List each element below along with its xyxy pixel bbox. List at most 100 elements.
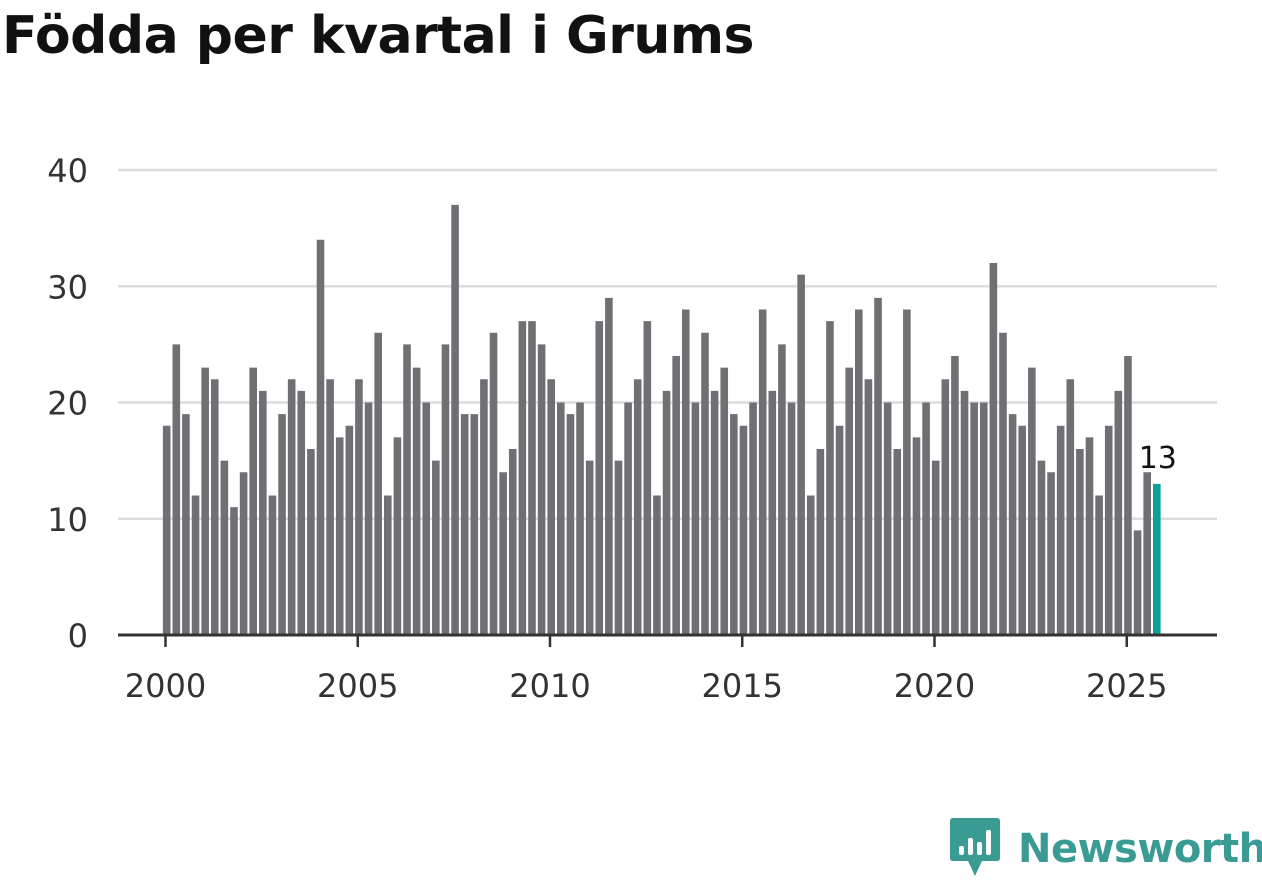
bar bbox=[816, 449, 825, 635]
bar bbox=[518, 321, 527, 636]
bar bbox=[653, 495, 661, 635]
bar bbox=[355, 379, 363, 635]
bar bbox=[931, 460, 940, 636]
x-tick-label: 2000 bbox=[125, 667, 206, 705]
bar bbox=[778, 344, 786, 636]
bar bbox=[787, 402, 796, 635]
page-title: Födda per kvartal i Grums bbox=[2, 6, 755, 66]
bar bbox=[730, 414, 738, 636]
bar bbox=[537, 344, 546, 636]
bar bbox=[701, 332, 709, 635]
bar bbox=[576, 402, 584, 635]
bar bbox=[681, 309, 690, 635]
bar bbox=[845, 367, 853, 636]
bar bbox=[912, 437, 921, 636]
bar bbox=[460, 414, 469, 636]
bar bbox=[499, 472, 507, 635]
bar bbox=[268, 495, 277, 635]
x-tick-label: 2005 bbox=[317, 667, 398, 705]
bar bbox=[1085, 437, 1094, 636]
bar bbox=[855, 309, 863, 635]
x-tick-label: 2010 bbox=[509, 667, 590, 705]
bar bbox=[595, 321, 604, 636]
y-tick-label: 20 bbox=[47, 385, 88, 423]
bar bbox=[1037, 460, 1046, 636]
bar bbox=[182, 414, 190, 636]
bar bbox=[951, 356, 959, 635]
bar bbox=[672, 356, 680, 635]
x-axis-tick-labels: 2000 2005 2010 2015 2020 2025 bbox=[125, 635, 1167, 705]
bar bbox=[412, 367, 421, 636]
bar bbox=[172, 344, 181, 636]
bar bbox=[633, 379, 642, 635]
bar bbox=[297, 390, 306, 636]
bar bbox=[489, 332, 498, 635]
bar bbox=[922, 402, 930, 635]
bar bbox=[1133, 530, 1142, 636]
bar bbox=[191, 495, 200, 635]
bar bbox=[739, 425, 748, 635]
y-tick-label: 10 bbox=[47, 501, 88, 539]
x-tick-label: 2015 bbox=[702, 667, 783, 705]
bar bbox=[557, 402, 565, 635]
bar bbox=[210, 379, 219, 635]
y-tick-label: 30 bbox=[47, 268, 88, 306]
bar bbox=[335, 437, 344, 636]
bar bbox=[441, 344, 450, 636]
y-tick-label: 0 bbox=[68, 617, 88, 655]
bar bbox=[614, 460, 623, 636]
bar bbox=[893, 449, 902, 635]
bar bbox=[1066, 379, 1075, 635]
y-tick-label: 40 bbox=[47, 152, 88, 190]
bar bbox=[316, 239, 325, 635]
brand-name: Newsworthy bbox=[1018, 826, 1262, 872]
bar bbox=[287, 379, 296, 635]
bar bbox=[326, 379, 334, 635]
bar bbox=[585, 460, 594, 636]
bar bbox=[720, 367, 729, 636]
bar bbox=[1056, 425, 1065, 635]
highlight-value-label: 13 bbox=[1139, 441, 1177, 476]
bar bbox=[230, 507, 238, 636]
bar bbox=[643, 321, 652, 636]
bar bbox=[903, 309, 911, 635]
bar bbox=[979, 402, 988, 635]
x-tick-label: 2025 bbox=[1086, 667, 1167, 705]
bar bbox=[624, 402, 632, 635]
bar bbox=[508, 449, 517, 635]
bar bbox=[758, 309, 767, 635]
bar bbox=[480, 379, 488, 635]
bar bbox=[383, 495, 392, 635]
x-tick-label: 2020 bbox=[894, 667, 975, 705]
bar bbox=[278, 414, 286, 636]
bar bbox=[826, 321, 834, 636]
bars bbox=[162, 204, 1161, 636]
bar bbox=[1047, 472, 1055, 635]
bar bbox=[806, 495, 815, 635]
bar bbox=[528, 321, 536, 636]
bar bbox=[1143, 472, 1151, 635]
bar bbox=[864, 379, 873, 635]
newsworthy-logo-icon bbox=[950, 818, 1000, 876]
brand-logo: Newsworthy bbox=[950, 818, 1262, 880]
bar bbox=[941, 379, 950, 635]
bar bbox=[1104, 425, 1113, 635]
bar bbox=[201, 367, 209, 636]
bar bbox=[1028, 367, 1036, 636]
bar bbox=[605, 297, 613, 636]
bar bbox=[1095, 495, 1103, 635]
bar bbox=[307, 449, 315, 635]
bar bbox=[403, 344, 411, 636]
bar bbox=[162, 425, 171, 635]
bar bbox=[470, 414, 479, 636]
bar bbox=[999, 332, 1007, 635]
bar bbox=[1008, 414, 1017, 636]
bar bbox=[874, 297, 882, 636]
bar bbox=[249, 367, 258, 636]
bar bbox=[1114, 390, 1123, 636]
bar bbox=[970, 402, 978, 635]
bar bbox=[422, 402, 431, 635]
bar-highlight bbox=[1152, 483, 1161, 636]
bar bbox=[432, 460, 440, 636]
